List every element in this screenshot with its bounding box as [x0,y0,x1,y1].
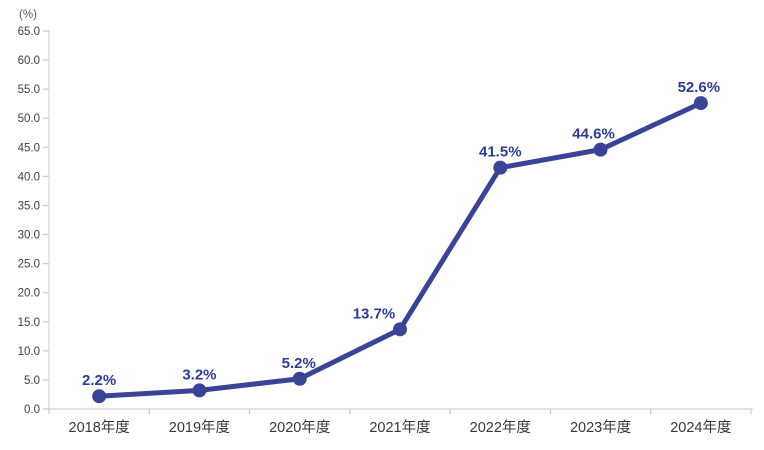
y-tick-label: 15.0 [18,317,40,329]
y-axis-unit-label: (%) [19,9,37,21]
data-point-marker [593,142,608,157]
data-point-marker [192,383,207,398]
data-point-marker [292,371,307,386]
y-tick-label: 55.0 [18,84,40,96]
data-point-label: 3.2% [182,366,216,383]
y-tick-label: 65.0 [18,26,40,38]
data-point-marker [693,96,708,111]
data-point-label: 13.7% [353,305,396,322]
x-axis-label: 2024年度 [670,419,731,436]
x-axis-label: 2023年度 [570,419,631,436]
y-tick-label: 0.0 [24,404,40,416]
y-tick-label: 25.0 [18,259,40,271]
y-tick-label: 20.0 [18,288,40,300]
y-tick-label: 5.0 [24,375,40,387]
x-axis-label: 2022年度 [470,419,531,436]
y-tick-label: 10.0 [18,346,40,358]
x-axis-label: 2020年度 [269,419,330,436]
data-point-marker [92,389,107,404]
data-point-label: 52.6% [678,79,721,96]
trend-line [96,100,704,399]
data-point-label: 5.2% [282,355,316,372]
y-tick-label: 40.0 [18,171,40,183]
data-point-label: 44.6% [572,126,615,143]
data-point-label: 2.2% [82,372,116,389]
y-tick-label: 35.0 [18,200,40,212]
y-tick-label: 60.0 [18,55,40,67]
x-axis-label: 2018年度 [69,419,130,436]
y-tick-label: 30.0 [18,230,40,242]
x-axis-label: 2019年度 [169,419,230,436]
data-point-label: 41.5% [479,144,522,161]
x-axis-label: 2021年度 [369,419,430,436]
y-tick-label: 50.0 [18,113,40,125]
data-point-marker [393,322,407,337]
data-point-marker [493,160,508,175]
y-tick-label: 45.0 [18,142,40,154]
